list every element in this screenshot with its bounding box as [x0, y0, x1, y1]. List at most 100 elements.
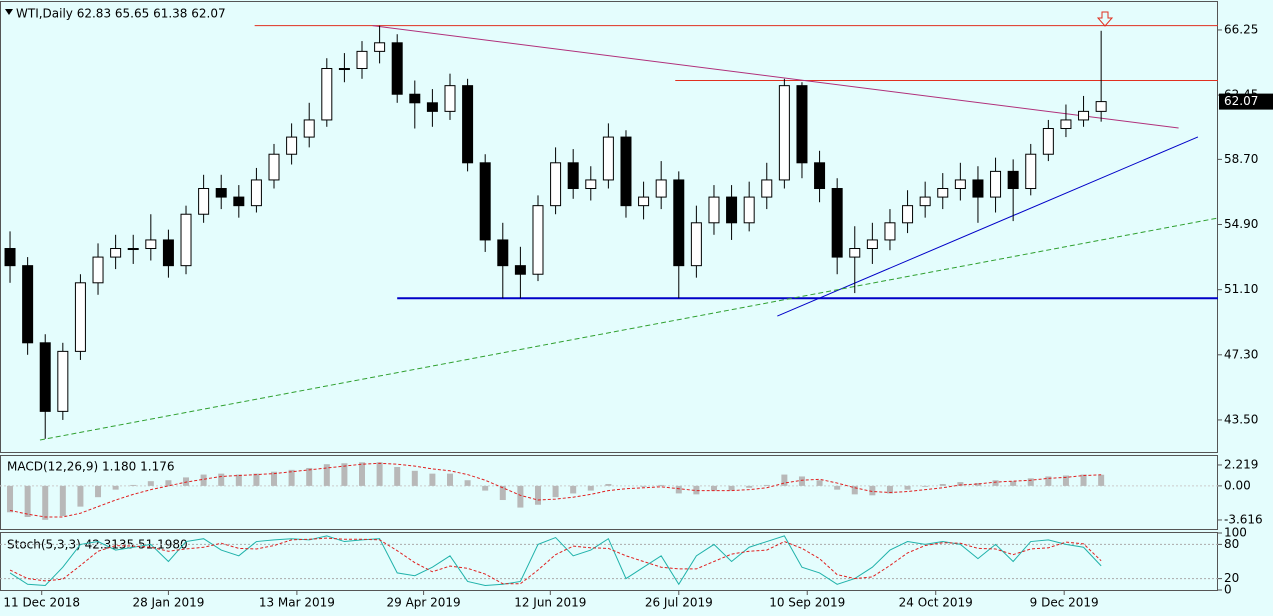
macd-bar — [253, 473, 260, 486]
candle-body — [303, 119, 315, 138]
candle-body — [286, 136, 298, 155]
macd-bar — [886, 485, 893, 494]
candle-body — [937, 188, 949, 198]
candle-body — [356, 50, 368, 70]
macd-bar — [992, 480, 999, 486]
candle-body — [391, 42, 403, 95]
macd-bar — [411, 470, 418, 486]
candle-body — [972, 179, 984, 198]
macd-bar — [306, 467, 313, 486]
candle-body — [92, 256, 104, 284]
macd-bar — [552, 485, 559, 498]
chart-title: WTI,Daily 62.83 65.65 61.38 62.07 — [16, 7, 226, 21]
candle-body — [567, 162, 579, 190]
y-tick-label: 66.25 — [1224, 22, 1258, 36]
macd-bar — [974, 483, 981, 486]
macd-bar — [130, 484, 137, 486]
candle-body — [708, 196, 720, 224]
y-tick-label: 43.50 — [1224, 412, 1258, 426]
candle-body — [673, 179, 685, 267]
candle-body — [127, 248, 139, 251]
candle-body — [796, 85, 808, 164]
stoch-d — [9, 537, 1102, 585]
candle-body — [409, 93, 421, 104]
candle-body — [479, 162, 491, 241]
candle-body — [1025, 153, 1037, 190]
y-tick-label: 47.30 — [1224, 347, 1258, 361]
candle-body — [1095, 101, 1107, 112]
candle-body — [585, 179, 597, 190]
y-tick-label: 100 — [1224, 526, 1247, 540]
macd-bar — [24, 485, 31, 517]
macd-bar — [816, 480, 823, 486]
candle-body — [726, 196, 738, 224]
candle-body — [849, 248, 861, 258]
macd-bar — [7, 485, 14, 513]
stoch-panel — [0, 532, 1218, 591]
candle-body — [497, 239, 509, 267]
candle-body — [620, 136, 632, 207]
x-tick-label: 11 Dec 2018 — [3, 596, 80, 610]
candle-body — [743, 196, 755, 224]
macd-bar — [394, 467, 401, 486]
candle-body — [514, 265, 526, 275]
x-tick-label: 12 Jun 2019 — [514, 596, 586, 610]
candle-body — [1007, 170, 1019, 190]
candle-body — [22, 265, 34, 344]
macd-bar — [640, 485, 647, 487]
trend-line — [777, 136, 1199, 317]
candle-body — [57, 350, 69, 412]
macd-bar — [693, 485, 700, 495]
macd-bar — [746, 485, 753, 488]
candle-body — [145, 239, 157, 250]
signal-arrow — [1096, 11, 1114, 27]
macd-bar — [1027, 478, 1034, 486]
candle-body — [162, 239, 174, 267]
x-tick-label: 24 Oct 2019 — [899, 596, 973, 610]
macd-bar — [482, 485, 489, 491]
candle-body — [761, 179, 773, 198]
macd-bar — [429, 473, 436, 486]
macd-bar — [359, 462, 366, 486]
y-tick-label: -3.616 — [1224, 512, 1263, 526]
macd-bar — [1062, 475, 1069, 486]
x-tick-label: 13 Mar 2019 — [259, 596, 335, 610]
macd-signal — [9, 462, 1102, 518]
candle-body — [215, 188, 227, 198]
macd-bar — [112, 485, 119, 490]
candle-body — [374, 42, 386, 52]
macd-bar — [341, 463, 348, 486]
macd-bar — [834, 485, 841, 490]
candle-body — [4, 248, 16, 267]
candle-body — [321, 68, 333, 121]
macd-bar — [1098, 474, 1105, 486]
macd-bar — [323, 464, 330, 486]
trend-line — [372, 25, 1179, 129]
y-tick-label: 54.90 — [1224, 217, 1258, 231]
candle-body — [655, 179, 667, 198]
macd-bar — [1010, 481, 1017, 486]
macd-bar — [869, 485, 876, 496]
candle-body — [268, 153, 280, 181]
candle-body — [902, 205, 914, 224]
candle-body — [532, 205, 544, 275]
main-panel — [0, 1, 1218, 453]
candle-body — [778, 85, 790, 181]
macd-bar — [1080, 474, 1087, 486]
candle-body — [1078, 110, 1090, 121]
title-triangle — [5, 9, 13, 15]
macd-bar — [147, 481, 154, 486]
macd-bar — [922, 485, 929, 487]
candle-body — [1042, 128, 1054, 155]
x-tick-label: 28 Jan 2019 — [132, 596, 204, 610]
macd-bar — [904, 485, 911, 490]
macd-bar — [235, 474, 242, 486]
candle-body — [426, 102, 438, 112]
candle-body — [638, 196, 650, 207]
candle-body — [462, 85, 474, 164]
y-tick-label: 80 — [1224, 537, 1239, 551]
y-tick-label: 0 — [1224, 583, 1232, 597]
macd-bar — [59, 485, 66, 517]
candle-body — [866, 239, 878, 250]
macd-bar — [376, 462, 383, 486]
